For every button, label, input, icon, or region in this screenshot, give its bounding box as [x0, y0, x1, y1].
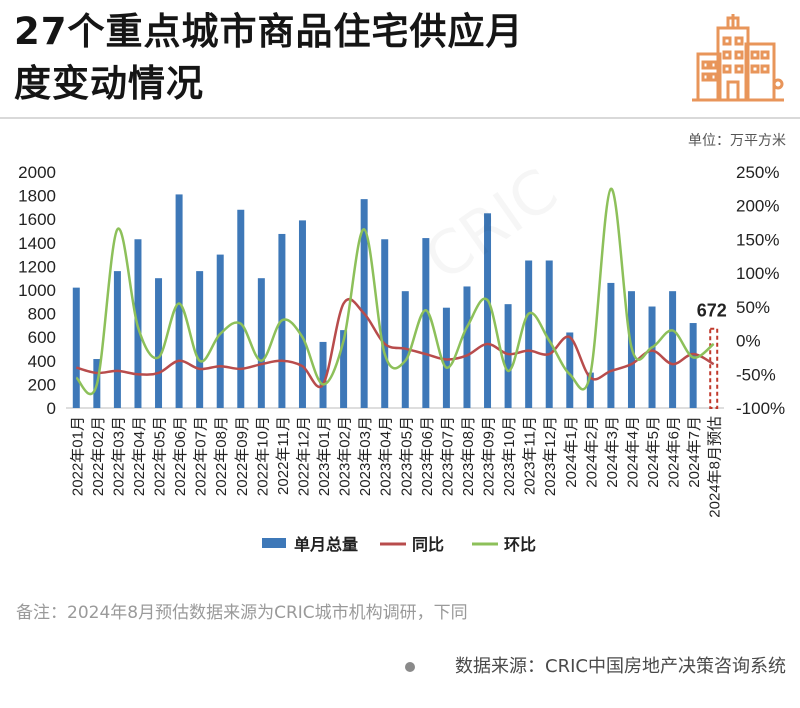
x-tick-label: 2022年06月 [172, 416, 189, 496]
x-tick-label: 2022年05月 [152, 416, 169, 496]
x-tick-label: 2024年3月 [604, 416, 621, 488]
x-tick-label: 2022年08月 [213, 416, 230, 496]
x-tick-label: 2022年10月 [254, 416, 271, 496]
y-left-tick-label: 0 [47, 399, 56, 418]
unit-label: 单位：万平方米 [688, 133, 786, 149]
title-line-2: 度变动情况 [14, 62, 204, 105]
bar [525, 260, 533, 408]
x-tick-label: 2022年01月 [69, 416, 86, 496]
bar [196, 271, 204, 408]
bar [319, 341, 327, 408]
x-tick-label: 2022年04月 [131, 416, 148, 496]
legend-label: 同比 [412, 536, 444, 554]
bar [381, 239, 389, 408]
x-tick-label: 2023年08月 [460, 416, 477, 496]
legend-label: 环比 [504, 536, 536, 554]
y-right-tick-label: 50% [736, 298, 770, 317]
y-right-tick-label: 0% [736, 332, 761, 351]
y-left-tick-label: 1400 [18, 234, 56, 253]
source-line: 数据来源：CRIC中国房地产决策咨询系统 [405, 652, 786, 678]
bar [669, 291, 677, 408]
bar [237, 209, 245, 408]
forecast-value-label: 672 [697, 301, 727, 321]
y-right-tick-label: 200% [736, 197, 779, 216]
bar [463, 286, 471, 408]
y-right-tick-label: 150% [736, 230, 779, 249]
x-tick-label: 2023年07月 [439, 416, 456, 496]
y-left-tick-label: 200 [28, 375, 56, 394]
y-left-tick-label: 400 [28, 352, 56, 371]
x-tick-label: 2023年12月 [542, 416, 559, 496]
legend-label: 单月总量 [294, 535, 358, 554]
x-tick-label: 2023年09月 [481, 416, 498, 496]
x-tick-label: 2023年01月 [316, 416, 333, 496]
bar [113, 271, 121, 408]
bar [422, 238, 430, 408]
bar [72, 287, 80, 408]
x-tick-label: 2023年04月 [378, 416, 395, 496]
footnote: 备注：2024年8月预估数据来源为CRIC城市机构调研，下同 [16, 603, 468, 623]
bar [257, 278, 265, 408]
page-title: 27个重点城市商品住宅供应月 度变动情况 [14, 6, 524, 110]
bar [566, 332, 574, 408]
bar [484, 213, 492, 408]
city-buildings-icon [692, 14, 784, 102]
title-line-1: 27个重点城市商品住宅供应月 [14, 10, 524, 53]
y-left-tick-label: 1800 [18, 187, 56, 206]
x-tick-label: 2022年02月 [90, 416, 107, 496]
x-tick-label: 2023年10月 [501, 416, 518, 496]
bar [545, 260, 553, 408]
x-tick-label: 2022年03月 [110, 416, 127, 496]
bar-forecast [709, 327, 719, 409]
x-tick-label: 2023年02月 [337, 416, 354, 496]
y-right-tick-label: 250% [736, 163, 779, 182]
y-right-tick-label: -100% [736, 399, 785, 418]
x-tick-label: 2024年1月 [563, 416, 580, 488]
bar [340, 330, 348, 408]
x-tick-label: 2024年7月 [686, 416, 703, 488]
bar [298, 220, 306, 408]
source-text: 数据来源：CRIC中国房地产决策咨询系统 [455, 656, 786, 677]
x-tick-label: 2022年09月 [234, 416, 251, 496]
series-line-yoy [75, 297, 715, 389]
x-tick-label: 2022年12月 [295, 416, 312, 496]
y-left-tick-label: 1200 [18, 257, 56, 276]
x-tick-label: 2022年07月 [193, 416, 210, 496]
bar [442, 307, 450, 408]
x-tick-label: 2024年8月预估 [707, 416, 724, 518]
x-tick-label: 2024年6月 [666, 416, 683, 488]
x-tick-label: 2024年4月 [624, 416, 641, 488]
bar [648, 306, 656, 408]
y-left-tick-label: 1000 [18, 281, 56, 300]
y-left-tick-label: 2000 [18, 163, 56, 182]
bar [175, 194, 183, 408]
chart: 0 200 400 600 800 1000 1200 1400 1600 1800 2000 -10… [18, 163, 785, 554]
header-divider [0, 117, 800, 119]
bar [155, 278, 163, 408]
bar [216, 254, 224, 408]
y-left-tick-label: 1600 [18, 210, 56, 229]
header: 27个重点城市商品住宅供应月 度变动情况 [0, 0, 800, 118]
bar [586, 372, 594, 408]
y-left-tick-label: 600 [28, 328, 56, 347]
bar [360, 199, 368, 408]
y-left-tick-label: 800 [28, 305, 56, 324]
x-tick-label: 2023年03月 [357, 416, 374, 496]
bullet-dot-icon [405, 662, 416, 672]
x-tick-label: 2023年06月 [419, 416, 436, 496]
x-tick-label: 2023年05月 [398, 416, 415, 496]
series-line-mom [75, 187, 715, 396]
x-tick-label: 2023年11月 [522, 416, 539, 495]
bar [689, 323, 697, 408]
x-tick-label: 2024年5月 [645, 416, 662, 488]
legend-swatch-bar [262, 538, 286, 548]
x-tick-label: 2022年11月 [275, 416, 292, 495]
x-tick-label: 2024年2月 [583, 416, 600, 488]
y-right-tick-label: -50% [736, 365, 776, 384]
y-right-tick-label: 100% [736, 264, 779, 283]
bar [607, 282, 615, 408]
bar [504, 304, 512, 408]
